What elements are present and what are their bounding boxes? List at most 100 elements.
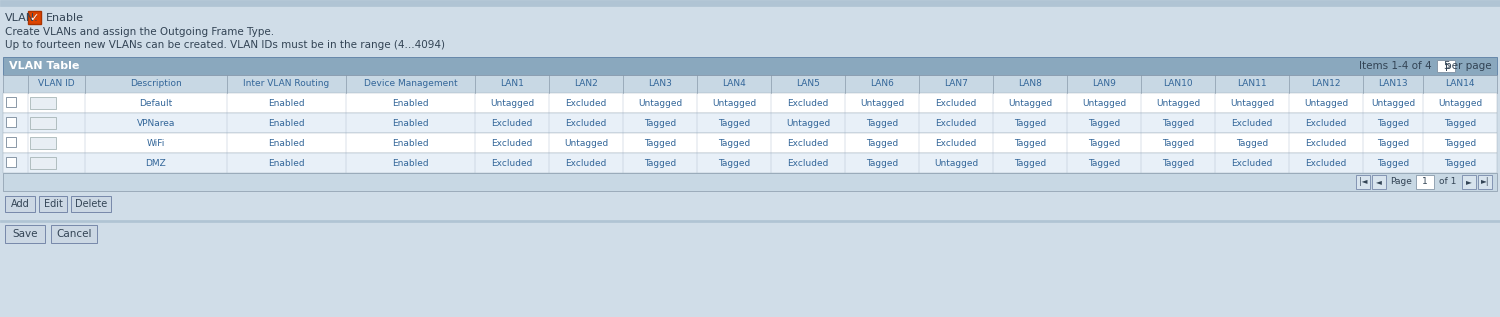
- Text: Excluded: Excluded: [788, 99, 830, 107]
- Text: LAN7: LAN7: [945, 80, 968, 88]
- Text: Excluded: Excluded: [566, 158, 608, 167]
- Text: Page: Page: [1390, 178, 1411, 186]
- Text: LAN3: LAN3: [648, 80, 672, 88]
- Text: Excluded: Excluded: [492, 139, 532, 147]
- Bar: [51, 225, 98, 243]
- Text: LAN14: LAN14: [1446, 80, 1474, 88]
- Bar: [3, 173, 1497, 191]
- Bar: [30, 157, 56, 169]
- Text: Tagged: Tagged: [1444, 139, 1476, 147]
- Text: Tagged: Tagged: [718, 119, 750, 127]
- Text: ►|: ►|: [1480, 178, 1490, 186]
- Text: Cancel: Cancel: [57, 229, 92, 239]
- Bar: [1416, 175, 1434, 189]
- Text: ►: ►: [1466, 178, 1472, 186]
- Text: Untagged: Untagged: [1156, 99, 1200, 107]
- Text: Excluded: Excluded: [936, 99, 976, 107]
- Text: Tagged: Tagged: [718, 139, 750, 147]
- Text: Default: Default: [140, 99, 172, 107]
- Text: VLAN Table: VLAN Table: [9, 61, 80, 71]
- Text: Tagged: Tagged: [865, 119, 898, 127]
- Text: Untagged: Untagged: [638, 99, 682, 107]
- Bar: [6, 97, 16, 107]
- Text: Tagged: Tagged: [644, 139, 676, 147]
- Bar: [3, 93, 1497, 113]
- Text: Excluded: Excluded: [1305, 119, 1347, 127]
- Text: LAN11: LAN11: [1238, 80, 1268, 88]
- Text: Untagged: Untagged: [490, 99, 534, 107]
- Text: Items 1-4 of 4: Items 1-4 of 4: [1359, 61, 1432, 71]
- Text: |◄: |◄: [1359, 178, 1368, 186]
- Text: Untagged: Untagged: [786, 119, 831, 127]
- Text: Excluded: Excluded: [788, 158, 830, 167]
- Text: Enabled: Enabled: [393, 99, 429, 107]
- Bar: [1478, 175, 1492, 189]
- Text: Enabled: Enabled: [268, 139, 304, 147]
- Text: Tagged: Tagged: [865, 139, 898, 147]
- Bar: [6, 117, 16, 127]
- Text: LAN10: LAN10: [1164, 80, 1192, 88]
- Text: Tagged: Tagged: [1162, 119, 1194, 127]
- Text: Excluded: Excluded: [492, 158, 532, 167]
- Text: Untagged: Untagged: [1082, 99, 1126, 107]
- Text: Excluded: Excluded: [936, 139, 976, 147]
- Bar: [39, 196, 68, 212]
- Bar: [6, 137, 16, 147]
- Text: ✓: ✓: [30, 12, 39, 23]
- Bar: [30, 97, 56, 109]
- Text: Untagged: Untagged: [934, 158, 978, 167]
- Bar: [3, 113, 1497, 133]
- Text: LAN5: LAN5: [796, 80, 820, 88]
- Text: LAN6: LAN6: [870, 80, 894, 88]
- Text: Device Management: Device Management: [364, 80, 458, 88]
- Bar: [3, 75, 1497, 93]
- Text: VPNarea: VPNarea: [136, 119, 176, 127]
- Bar: [0, 0, 1500, 6]
- Text: Untagged: Untagged: [859, 99, 904, 107]
- Text: Up to fourteen new VLANs can be created. VLAN IDs must be in the range (4...4094: Up to fourteen new VLANs can be created.…: [4, 40, 446, 50]
- Bar: [0, 220, 1500, 222]
- Text: Excluded: Excluded: [1232, 158, 1274, 167]
- Text: of 1: of 1: [1438, 178, 1456, 186]
- Text: Tagged: Tagged: [1014, 119, 1047, 127]
- Bar: [4, 196, 34, 212]
- Text: Tagged: Tagged: [644, 158, 676, 167]
- Text: Excluded: Excluded: [1232, 119, 1274, 127]
- Text: Enable: Enable: [46, 13, 84, 23]
- Bar: [1462, 175, 1476, 189]
- Text: Tagged: Tagged: [1377, 158, 1408, 167]
- Bar: [1437, 60, 1455, 72]
- Bar: [30, 137, 56, 149]
- Text: Tagged: Tagged: [1088, 119, 1120, 127]
- Text: Edit: Edit: [44, 199, 63, 209]
- Text: Tagged: Tagged: [1014, 158, 1047, 167]
- Text: Description: Description: [130, 80, 182, 88]
- Text: Excluded: Excluded: [566, 119, 608, 127]
- Bar: [6, 157, 16, 167]
- Text: 1: 1: [1422, 178, 1428, 186]
- Text: Excluded: Excluded: [1305, 158, 1347, 167]
- Text: Enabled: Enabled: [393, 158, 429, 167]
- Text: Inter VLAN Routing: Inter VLAN Routing: [243, 80, 330, 88]
- Text: Excluded: Excluded: [936, 119, 976, 127]
- Text: Tagged: Tagged: [1162, 158, 1194, 167]
- Text: WiFi: WiFi: [147, 139, 165, 147]
- Text: LAN8: LAN8: [1019, 80, 1042, 88]
- Text: Untagged: Untagged: [564, 139, 609, 147]
- Text: Enabled: Enabled: [393, 139, 429, 147]
- Text: Excluded: Excluded: [788, 139, 830, 147]
- Text: Enabled: Enabled: [268, 158, 304, 167]
- Text: Enabled: Enabled: [393, 119, 429, 127]
- Text: ◄: ◄: [1376, 178, 1382, 186]
- Text: Tagged: Tagged: [1014, 139, 1047, 147]
- Text: Excluded: Excluded: [566, 99, 608, 107]
- Text: Excluded: Excluded: [1305, 139, 1347, 147]
- Bar: [3, 153, 1497, 173]
- Text: Tagged: Tagged: [1444, 158, 1476, 167]
- Text: LAN9: LAN9: [1092, 80, 1116, 88]
- Text: per page: per page: [1446, 61, 1492, 71]
- Text: VLAN ID: VLAN ID: [38, 80, 75, 88]
- Text: Delete: Delete: [75, 199, 106, 209]
- Text: VLAN:: VLAN:: [4, 13, 39, 23]
- Text: 5: 5: [1443, 61, 1449, 71]
